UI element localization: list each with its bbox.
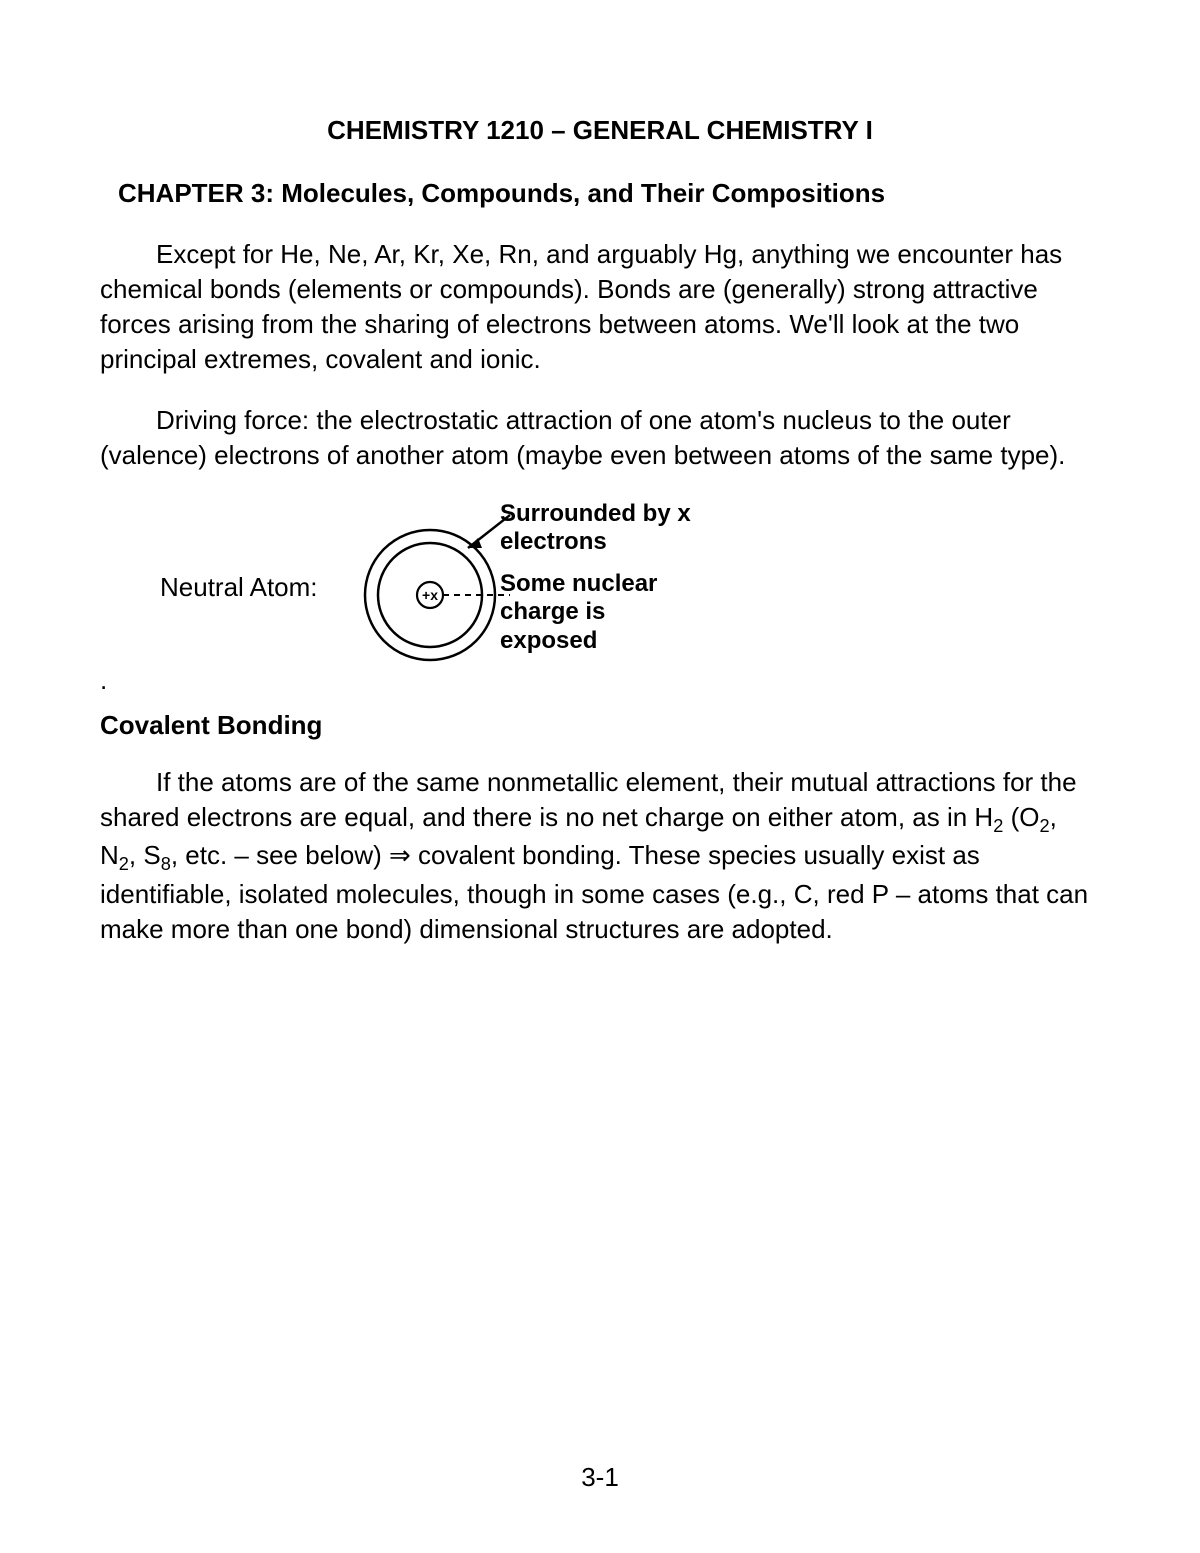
atom-diagram: Neutral Atom: +x Surrounded by x electro…	[100, 500, 1100, 700]
course-title: CHEMISTRY 1210 – GENERAL CHEMISTRY I	[100, 115, 1100, 146]
s8-subscript: 8	[161, 855, 171, 875]
covalent-paragraph: If the atoms are of the same nonmetallic…	[100, 765, 1100, 948]
para3-mid3: , S	[129, 840, 161, 870]
nucleus-label: +x	[422, 587, 438, 603]
page-number: 3-1	[0, 1462, 1200, 1493]
surrounded-annotation: Surrounded by x electrons	[500, 500, 750, 558]
para3-pre: If the atoms are of the same nonmetallic…	[100, 767, 1077, 832]
intro-paragraph-2: Driving force: the electrostatic attract…	[100, 403, 1100, 473]
neutral-atom-label: Neutral Atom:	[160, 572, 318, 603]
exposed-annotation: Some nuclear charge is exposed	[500, 570, 680, 656]
intro-paragraph-1: Except for He, Ne, Ar, Kr, Xe, Rn, and a…	[100, 237, 1100, 377]
dot-marker: .	[100, 665, 107, 696]
covalent-heading: Covalent Bonding	[100, 710, 1100, 741]
para3-mid1: (O	[1003, 802, 1039, 832]
para3-mid4: , etc. – see below) ⇒ covalent bonding. …	[100, 840, 1088, 944]
n2-subscript: 2	[119, 855, 129, 875]
chapter-title: CHAPTER 3: Molecules, Compounds, and The…	[118, 178, 1100, 209]
h2-subscript: 2	[993, 816, 1003, 836]
o2-subscript: 2	[1039, 816, 1049, 836]
